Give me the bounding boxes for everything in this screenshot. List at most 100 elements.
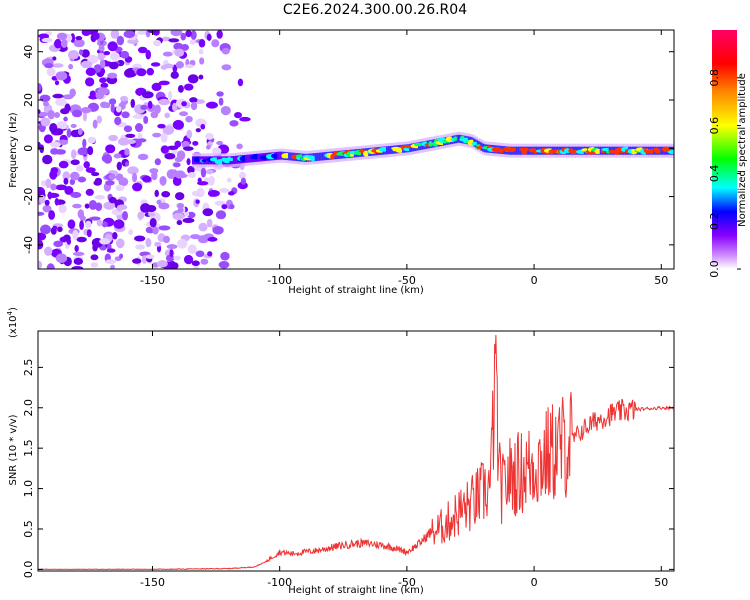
ridge-core: [389, 145, 393, 154]
noise-blob: [38, 232, 43, 242]
noise-blob: [47, 109, 55, 120]
noise-blob: [154, 189, 159, 198]
ridge-core: [245, 154, 249, 163]
noise-blob: [92, 119, 98, 129]
noise-blob: [52, 56, 57, 61]
noise-blob: [172, 119, 184, 130]
noise-blob: [170, 71, 179, 79]
noise-blob: [100, 101, 109, 109]
top-x-tick-label: -50: [398, 274, 416, 287]
noise-blob: [190, 101, 198, 111]
noise-blob: [108, 61, 119, 70]
noise-blob: [187, 165, 195, 174]
noise-blob: [97, 87, 109, 95]
ridge-core: [457, 134, 461, 143]
ridge-core: [232, 155, 236, 164]
noise-blob: [98, 44, 105, 52]
noise-blob: [218, 261, 230, 269]
bottom-y-tick-label: 0.5: [22, 520, 35, 538]
noise-blob: [163, 63, 174, 69]
noise-blob: [72, 229, 79, 240]
noise-blob: [123, 125, 133, 133]
noise-blob: [94, 194, 105, 200]
noise-blob: [226, 177, 232, 183]
noise-blob: [63, 177, 69, 185]
noise-blob: [154, 104, 161, 114]
noise-blob: [63, 234, 71, 242]
noise-blob: [140, 104, 148, 110]
noise-blob: [161, 36, 171, 42]
spectrogram-heatmap: [38, 30, 674, 269]
noise-blob: [189, 234, 201, 240]
noise-blob: [64, 106, 71, 112]
noise-blob: [44, 199, 50, 206]
bottom-y-tick-label: 1.0: [22, 480, 35, 498]
noise-blob: [168, 38, 180, 43]
noise-blob: [229, 120, 239, 127]
noise-blob: [76, 236, 87, 243]
noise-blob: [62, 94, 74, 100]
noise-blob: [43, 134, 53, 144]
noise-blob: [70, 33, 76, 43]
noise-blob: [107, 41, 118, 52]
top-x-axis-label: Height of straight line (km): [288, 285, 424, 296]
noise-blob: [46, 67, 56, 77]
noise-blob: [158, 202, 170, 210]
top-y-tick-label: 40: [22, 45, 35, 59]
noise-blob: [147, 212, 156, 217]
noise-blob: [101, 221, 108, 228]
noise-blob: [186, 129, 193, 139]
noise-blob: [216, 30, 223, 39]
noise-blob: [220, 251, 230, 261]
noise-blob: [94, 64, 102, 73]
noise-blob: [174, 192, 185, 201]
ridge-blob: [510, 147, 518, 152]
noise-blob: [147, 100, 153, 109]
noise-blob: [91, 172, 100, 177]
noise-blob: [112, 231, 118, 240]
noise-blob: [239, 171, 246, 180]
snr-series-line: [38, 334, 674, 571]
noise-blob: [198, 48, 204, 55]
noise-blob: [48, 210, 56, 220]
noise-blob: [39, 194, 46, 204]
noise-blob: [137, 30, 148, 35]
noise-blob: [54, 112, 61, 118]
noise-blob: [96, 219, 103, 227]
spectrogram-panel: -150 -100 -50 0 50 -40 -20 0 20 40 Height of str…: [8, 29, 675, 296]
noise-blob: [75, 36, 83, 41]
noise-blob: [52, 225, 58, 231]
colorbar-tick-label: 0.8: [708, 69, 721, 87]
ridge-core: [277, 151, 281, 160]
noise-blob: [137, 211, 145, 220]
noise-blob: [108, 174, 116, 180]
noise-blob: [115, 238, 125, 249]
noise-blob: [156, 260, 168, 268]
top-y-tick-label: 20: [22, 93, 35, 107]
noise-blob: [153, 39, 161, 47]
noise-blob: [187, 244, 197, 254]
noise-blob: [76, 165, 84, 172]
ridge-blob: [330, 153, 335, 160]
noise-blob: [154, 241, 162, 247]
noise-blob: [174, 48, 185, 57]
noise-blob: [54, 149, 66, 155]
noise-blob: [41, 180, 47, 187]
noise-blob: [200, 123, 206, 130]
noise-blob: [132, 172, 138, 183]
ridge-blob: [594, 148, 602, 154]
noise-blob: [236, 143, 243, 150]
noise-blob: [154, 158, 161, 166]
noise-blob: [221, 47, 230, 55]
noise-blob: [207, 189, 220, 197]
noise-blob: [72, 251, 85, 256]
noise-blob: [141, 175, 152, 183]
noise-blob: [92, 32, 100, 40]
noise-blob: [54, 198, 60, 206]
noise-blob: [50, 141, 61, 148]
noise-blob: [85, 167, 96, 173]
noise-blob: [47, 192, 60, 198]
noise-blob: [195, 128, 201, 133]
noise-blob: [125, 139, 137, 145]
noise-blob: [132, 258, 142, 264]
